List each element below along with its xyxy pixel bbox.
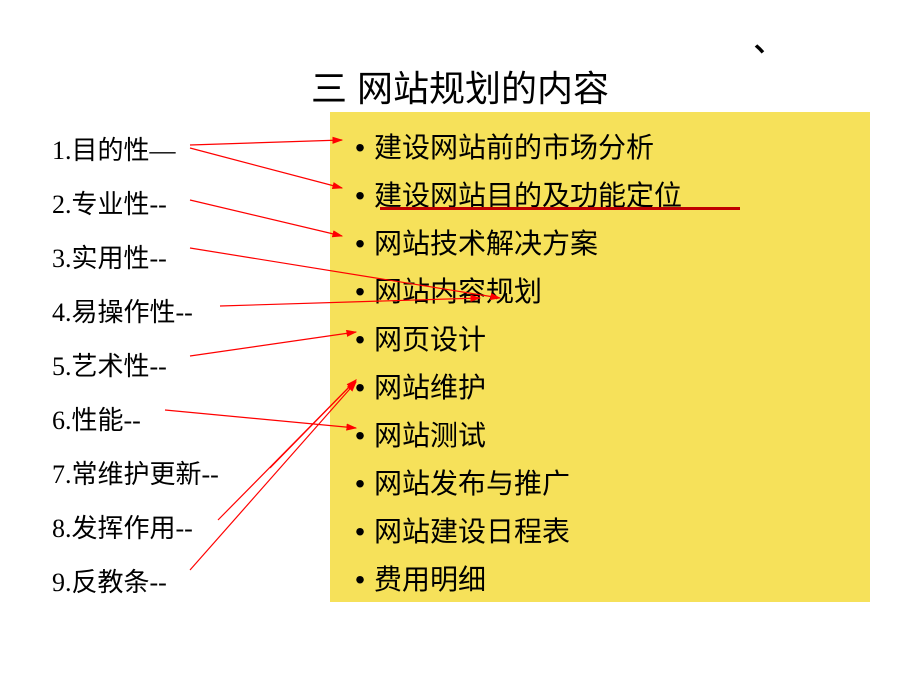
right-item-3: •网站技术解决方案	[346, 222, 598, 262]
left-item-1: 1.目的性—	[52, 130, 176, 167]
right-item-label: 网站建设日程表	[374, 516, 570, 547]
left-item-7: 7.常维护更新--	[52, 454, 219, 491]
bullet-icon: •	[346, 180, 374, 212]
page-title: 三 网站规划的内容	[0, 60, 920, 112]
right-item-label: 网站维护	[374, 372, 486, 403]
right-item-label: 网站内容规划	[374, 276, 542, 307]
right-item-7: •网站测试	[346, 414, 486, 454]
bullet-icon: •	[346, 516, 374, 548]
left-item-8: 8.发挥作用--	[52, 508, 193, 545]
right-item-4: •网站内容规划	[346, 270, 542, 310]
bullet-icon: •	[346, 228, 374, 260]
left-item-3: 3.实用性--	[52, 238, 167, 275]
right-item-label: 网站技术解决方案	[374, 228, 598, 259]
bullet-icon: •	[346, 420, 374, 452]
bullet-icon: •	[346, 276, 374, 308]
bullet-icon: •	[346, 468, 374, 500]
right-item-label: 费用明细	[374, 564, 486, 595]
right-item-label: 网站发布与推广	[374, 468, 570, 499]
left-item-2: 2.专业性--	[52, 184, 167, 221]
emphasis-underline	[380, 207, 740, 210]
bullet-icon: •	[346, 564, 374, 596]
bullet-icon: •	[346, 132, 374, 164]
right-item-1: •建设网站前的市场分析	[346, 126, 654, 166]
right-item-label: 建设网站前的市场分析	[374, 132, 654, 163]
left-item-6: 6.性能--	[52, 400, 141, 437]
right-item-10: •费用明细	[346, 558, 486, 598]
left-item-5: 5.艺术性--	[52, 346, 167, 383]
right-item-9: •网站建设日程表	[346, 510, 570, 550]
right-item-label: 网站测试	[374, 420, 486, 451]
right-item-8: •网站发布与推广	[346, 462, 570, 502]
right-item-5: •网页设计	[346, 318, 486, 358]
corner-tick-mark: 、	[754, 20, 782, 60]
right-item-label: 网页设计	[374, 324, 486, 355]
left-item-9: 9.反教条--	[52, 562, 167, 599]
right-item-6: •网站维护	[346, 366, 486, 406]
left-item-4: 4.易操作性--	[52, 292, 193, 329]
bullet-icon: •	[346, 372, 374, 404]
bullet-icon: •	[346, 324, 374, 356]
